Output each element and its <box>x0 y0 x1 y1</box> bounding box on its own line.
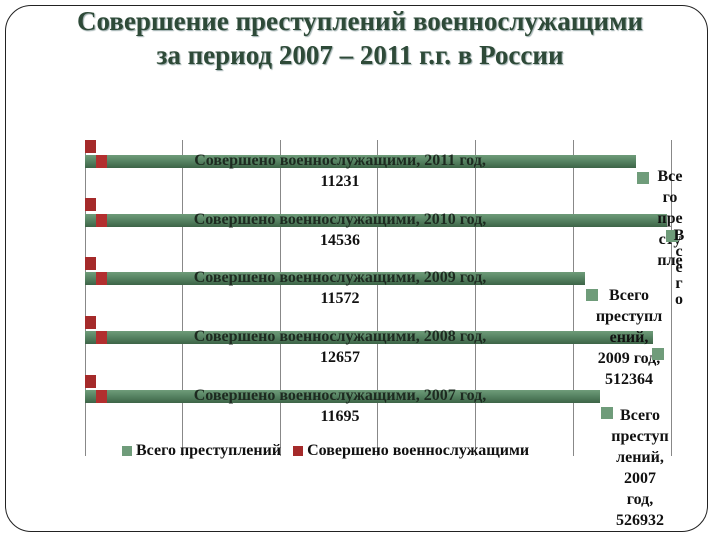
military-bar-2010 <box>85 198 96 211</box>
gridline <box>573 140 574 456</box>
slide-frame <box>5 5 708 532</box>
title-line-1: Совершение преступлений военнослужащими <box>76 6 644 36</box>
military-bar-2010-marker <box>96 214 107 227</box>
label-text: Совершено военнослужащими, 2011 год, <box>194 152 486 169</box>
military-bar-2009 <box>85 257 96 270</box>
label-line: о <box>675 291 683 308</box>
gridline <box>377 140 378 456</box>
label-text: Совершено военнослужащими, 2009 год, <box>193 269 487 286</box>
label-line: Всего <box>620 407 660 424</box>
gridline <box>85 140 86 456</box>
total-bar-2009 <box>85 272 585 285</box>
data-label-2009: Совершено военнослужащими, 2009 год, 115… <box>125 267 555 309</box>
label-value: 11231 <box>320 173 360 190</box>
label-line: Все <box>657 168 683 185</box>
legend-item-total: Всего преступлений <box>122 442 281 459</box>
total-label-marker-2008 <box>652 348 664 360</box>
label-value: 11572 <box>320 290 360 307</box>
total-bar-2007 <box>85 390 600 403</box>
label-line: пре <box>657 210 683 227</box>
total-bar-2011 <box>85 155 636 168</box>
total-bar-2010 <box>85 214 667 227</box>
total-label-2010: В с е г о <box>672 228 686 308</box>
label-text: Совершено военнослужащими, 2010 год, <box>193 211 487 228</box>
total-label-2007: Всего преступ лений, 2007 год, 526932 <box>600 405 680 531</box>
label-value: 14536 <box>320 232 360 249</box>
label-line: ений, <box>609 329 649 346</box>
label-line: е <box>675 259 683 276</box>
label-text: Совершено военнослужащими, 2008 год, <box>193 328 487 345</box>
data-label-2010: Совершено военнослужащими, 2010 год, 145… <box>125 209 555 251</box>
data-label-2008: Совершено военнослужащими, 2008 год, 126… <box>125 326 555 368</box>
label-line: Всего <box>609 287 649 304</box>
label-value: 11695 <box>320 408 360 425</box>
military-bar-2008-marker <box>96 331 107 344</box>
title-line-2: за период 2007 – 2011 г.г. в России <box>156 40 564 70</box>
label-line: год, <box>626 491 654 508</box>
legend-swatch-military <box>293 446 304 457</box>
chart-title: Совершение преступлений военнослужащими … <box>0 4 720 72</box>
total-label-marker-2007 <box>601 407 613 419</box>
data-label-2007: Совершено военнослужащими, 2007 год, 116… <box>125 385 555 427</box>
gridline <box>280 140 281 456</box>
chart-legend: Всего преступлений Совершено военнослужа… <box>122 442 537 460</box>
label-line: лений, <box>616 449 664 466</box>
total-label-marker-2010 <box>666 230 678 242</box>
label-line: с <box>675 243 683 260</box>
total-label-marker-2011 <box>637 172 649 184</box>
plot-area: Совершено военнослужащими, 2011 год, 112… <box>85 140 675 456</box>
military-bar-2007-marker <box>96 390 107 403</box>
label-line: преступл <box>595 308 663 325</box>
total-label-2009: Всего преступл ений, 2009 год, 512364 <box>594 285 664 390</box>
total-bar-2008 <box>85 331 653 344</box>
gridline <box>671 140 672 456</box>
military-bar-2007 <box>85 375 96 388</box>
total-label-marker-2009 <box>586 289 598 301</box>
label-line: го <box>662 189 678 206</box>
legend-label-total: Всего преступлений <box>136 442 282 459</box>
gridline <box>182 140 183 456</box>
label-line: 2007 <box>624 470 656 487</box>
label-line: 512364 <box>605 371 653 388</box>
gridline <box>475 140 476 456</box>
label-line: г <box>675 275 683 292</box>
legend-label-military: Совершено военнослужащими <box>307 442 530 459</box>
label-line: В <box>673 227 685 244</box>
total-label-2011: Все го пре сту пле <box>645 166 695 271</box>
military-bar-2011-marker <box>96 155 107 168</box>
military-bar-2008 <box>85 316 96 329</box>
label-line: 526932 <box>616 512 664 529</box>
legend-item-military: Совершено военнослужащими <box>293 442 529 459</box>
military-bar-2009-marker <box>96 272 107 285</box>
legend-swatch-total <box>122 446 132 457</box>
label-line: преступ <box>611 428 669 445</box>
label-text: Совершено военнослужащими, 2007 год, <box>193 387 487 404</box>
military-bar-2011 <box>85 140 96 153</box>
label-line: пле <box>657 252 683 269</box>
data-label-2011: Совершено военнослужащими, 2011 год, 112… <box>125 150 555 192</box>
label-line: 2009 год, <box>597 350 661 367</box>
label-value: 12657 <box>320 349 360 366</box>
